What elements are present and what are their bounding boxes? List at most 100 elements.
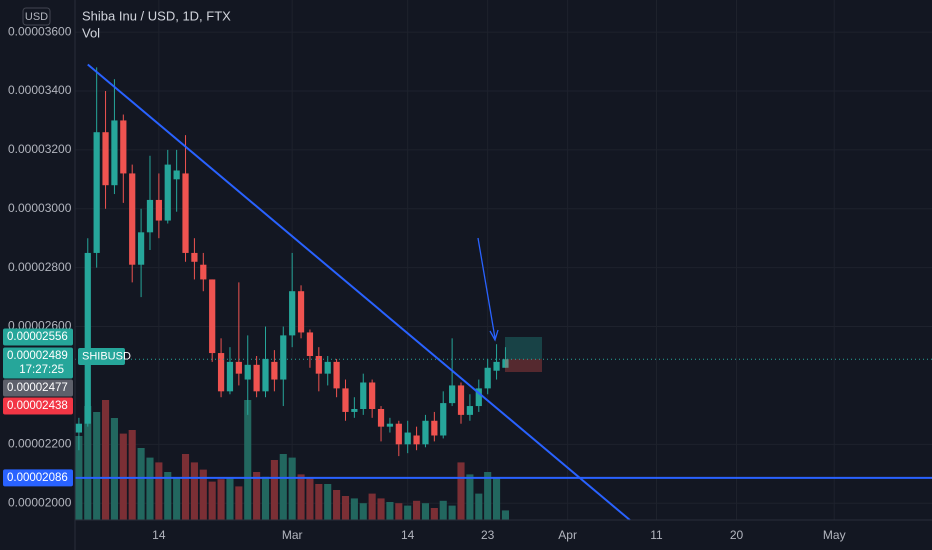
y-tick-label: 0.00003600 [8, 24, 72, 38]
candle-body [413, 435, 420, 445]
candle-body [360, 382, 367, 409]
candle-body [217, 353, 225, 392]
arrow-line[interactable] [477, 237, 496, 339]
volume-bar [475, 493, 483, 520]
candle-body [137, 232, 145, 265]
y-tick-label: 0.00002800 [8, 260, 72, 274]
candle-body [93, 132, 100, 253]
volume-bar [324, 484, 332, 520]
volume-bar [359, 503, 367, 520]
candle-body [280, 335, 287, 380]
x-tick-label: Apr [558, 528, 577, 542]
volume-bar [146, 457, 154, 520]
candle-body [475, 388, 482, 407]
symbol-badge [78, 348, 125, 365]
candle-body [129, 173, 136, 265]
volume-bar [377, 498, 385, 520]
volume-bar [155, 462, 163, 520]
volume-bar [395, 503, 403, 520]
candle-body [146, 199, 154, 233]
volume-bar [350, 498, 358, 520]
x-tick-label: 20 [730, 528, 744, 542]
candle-body [377, 408, 385, 427]
volume-bar [448, 505, 456, 520]
volume-bar [386, 502, 394, 520]
volume-bar [404, 505, 412, 520]
position-target[interactable] [505, 337, 542, 359]
volume-layer [75, 400, 509, 520]
volume-bar [306, 478, 314, 520]
volume-bar [137, 448, 145, 520]
volume-bar [279, 454, 287, 520]
y-tick-label: 0.00002000 [8, 495, 72, 509]
candle-body [395, 423, 402, 445]
candle-body [422, 420, 429, 445]
volume-bar [173, 478, 181, 520]
candle-body [297, 291, 305, 333]
candle-body [457, 385, 465, 415]
volume-bar [235, 486, 243, 520]
trend-line [87, 63, 631, 521]
volume-bar [226, 478, 234, 520]
candle-body [484, 367, 491, 389]
volume-bar [84, 406, 92, 520]
candle-body [351, 408, 358, 412]
volume-bar [190, 462, 198, 520]
candle-body [289, 291, 296, 336]
candle-body [75, 423, 82, 433]
volume-bar [244, 400, 252, 520]
candle-body [164, 164, 171, 221]
volume-bar [199, 469, 207, 520]
candle-body [342, 388, 349, 412]
candle-body [191, 252, 198, 262]
candle-body [306, 332, 314, 356]
currency-box[interactable] [22, 7, 51, 26]
candle-body [84, 252, 91, 424]
volume-bar [128, 430, 136, 520]
x-tick-label: Mar [282, 528, 303, 542]
volume-bar [430, 508, 438, 520]
candle-body [493, 361, 500, 371]
volume-bar [110, 418, 118, 520]
volume-bar [421, 503, 430, 520]
price-badge-label: 0.00002556 [7, 331, 68, 343]
volume-bar [261, 476, 270, 520]
price-badge-label: 0.00002477 [7, 382, 68, 394]
candle-body [333, 361, 340, 389]
volume-bar [288, 457, 296, 520]
candle-body [315, 355, 322, 374]
volume-bar [484, 472, 492, 520]
volume-bar [368, 493, 376, 520]
candle-body [369, 382, 376, 409]
volume-bar [119, 433, 127, 520]
y-tick-label: 0.00002200 [8, 436, 72, 450]
chart-title: Shiba Inu / USD, 1D, FTX [82, 8, 231, 23]
volume-bar [466, 474, 474, 520]
candle-body [155, 199, 162, 221]
y-tick-label: 0.00003400 [8, 83, 72, 97]
candle-body [449, 385, 456, 404]
volume-bar [181, 454, 190, 520]
currency[interactable]: USD [25, 11, 48, 23]
candle-body [173, 170, 180, 180]
volume-label: Vol [82, 25, 100, 40]
position-stop[interactable] [505, 359, 542, 372]
volume-bar [297, 474, 305, 520]
volume-bar [493, 478, 501, 520]
overlay-layer: SHIBUSD [75, 63, 932, 521]
x-tick-label: 11 [650, 528, 663, 542]
volume-bar [93, 412, 101, 520]
candle-body [262, 358, 269, 392]
volume-bar [333, 490, 341, 520]
candle-body [209, 279, 216, 354]
candle-body [386, 423, 394, 427]
candle-body [324, 361, 331, 374]
candle-layer [75, 67, 509, 457]
volume-bar [315, 484, 323, 520]
volume-bar [501, 510, 509, 520]
volume-bar [270, 460, 278, 520]
candle-body [182, 173, 189, 253]
hline-badge-label: 0.00002086 [7, 472, 68, 484]
